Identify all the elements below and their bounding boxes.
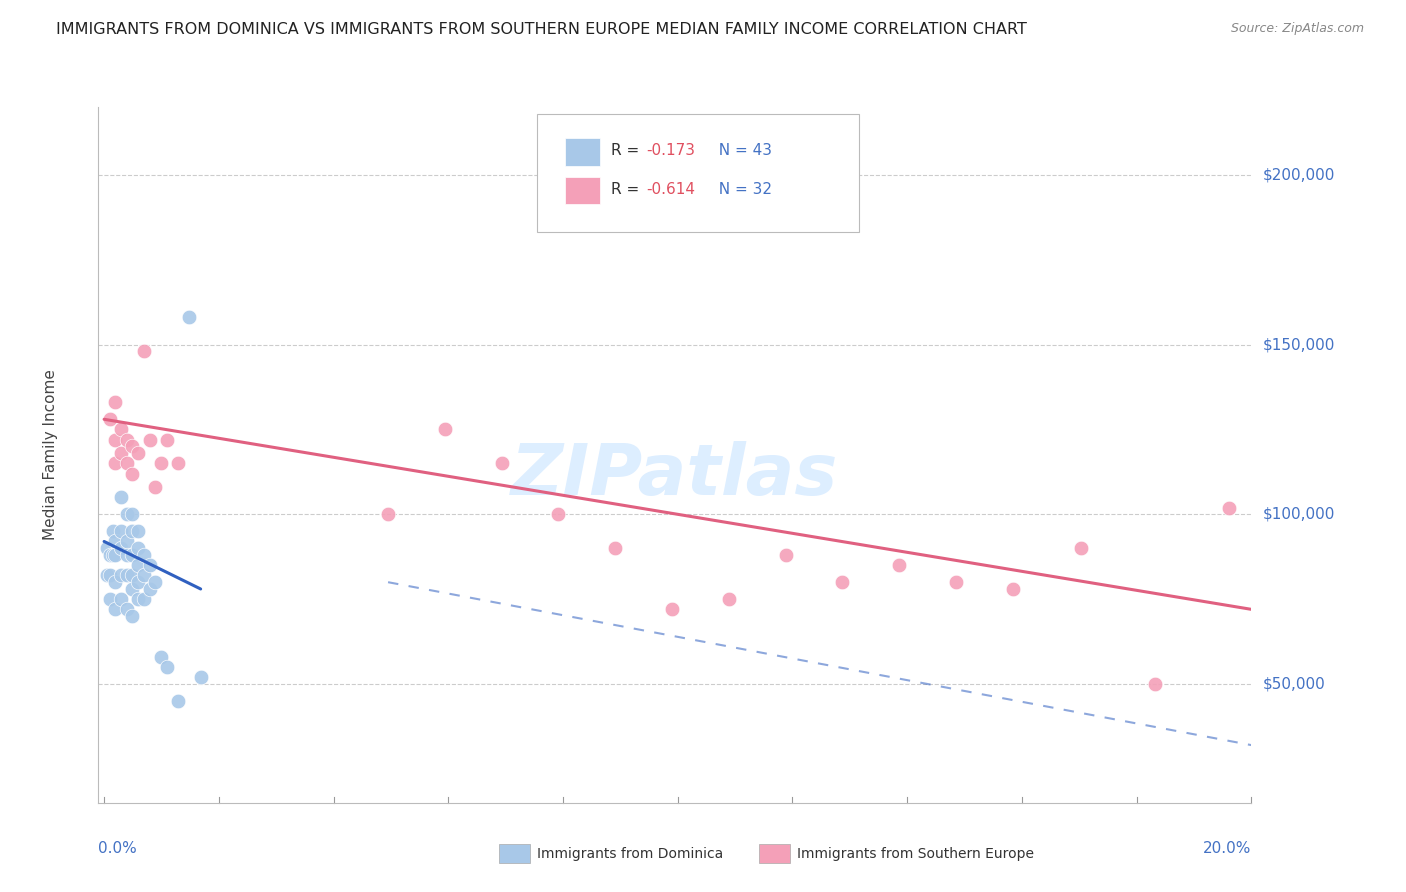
Text: Immigrants from Dominica: Immigrants from Dominica bbox=[537, 847, 723, 861]
FancyBboxPatch shape bbox=[537, 114, 859, 232]
Point bbox=[775, 548, 797, 562]
Point bbox=[110, 541, 132, 556]
Point bbox=[1143, 677, 1166, 691]
FancyBboxPatch shape bbox=[565, 138, 600, 166]
Point bbox=[1001, 582, 1024, 596]
Text: Immigrants from Southern Europe: Immigrants from Southern Europe bbox=[797, 847, 1035, 861]
Point bbox=[138, 582, 160, 596]
Point bbox=[104, 575, 127, 590]
Point bbox=[155, 433, 177, 447]
Point bbox=[98, 568, 121, 582]
Point bbox=[115, 602, 138, 616]
Text: $100,000: $100,000 bbox=[1263, 507, 1334, 522]
Text: $50,000: $50,000 bbox=[1263, 676, 1326, 691]
Point bbox=[149, 649, 172, 664]
Point bbox=[110, 592, 132, 607]
Point bbox=[945, 575, 967, 590]
Point bbox=[167, 457, 190, 471]
Point bbox=[98, 548, 121, 562]
Point bbox=[121, 548, 143, 562]
Point bbox=[491, 457, 513, 471]
Point bbox=[138, 558, 160, 573]
Point bbox=[132, 548, 155, 562]
Text: -0.173: -0.173 bbox=[647, 143, 695, 158]
Point bbox=[115, 433, 138, 447]
Point bbox=[167, 694, 190, 708]
Point bbox=[110, 446, 132, 460]
Point bbox=[831, 575, 853, 590]
Point bbox=[115, 568, 138, 582]
Point bbox=[104, 602, 127, 616]
Point bbox=[132, 592, 155, 607]
Point bbox=[121, 467, 143, 481]
Point bbox=[104, 433, 127, 447]
Point bbox=[132, 568, 155, 582]
Point bbox=[98, 412, 121, 426]
Point bbox=[547, 508, 569, 522]
Point bbox=[127, 592, 149, 607]
Text: $200,000: $200,000 bbox=[1263, 168, 1334, 183]
Point bbox=[121, 568, 143, 582]
Point bbox=[121, 582, 143, 596]
Text: Median Family Income: Median Family Income bbox=[44, 369, 58, 541]
Point bbox=[104, 534, 127, 549]
Point bbox=[127, 446, 149, 460]
Point bbox=[104, 548, 127, 562]
Point bbox=[433, 422, 456, 436]
Point bbox=[190, 670, 212, 684]
Point bbox=[115, 457, 138, 471]
Text: -0.614: -0.614 bbox=[647, 182, 695, 196]
Point bbox=[889, 558, 911, 573]
Text: ZIPatlas: ZIPatlas bbox=[512, 442, 838, 510]
Point bbox=[101, 548, 124, 562]
Point bbox=[605, 541, 627, 556]
Point bbox=[110, 568, 132, 582]
Point bbox=[179, 310, 201, 325]
Point bbox=[143, 480, 166, 494]
Point bbox=[110, 491, 132, 505]
Point bbox=[155, 660, 177, 674]
Point bbox=[132, 344, 155, 359]
Point bbox=[717, 592, 740, 607]
Point bbox=[115, 508, 138, 522]
Point bbox=[121, 508, 143, 522]
Point bbox=[149, 457, 172, 471]
Point bbox=[138, 433, 160, 447]
Point bbox=[98, 592, 121, 607]
Point bbox=[121, 439, 143, 453]
Point bbox=[661, 602, 683, 616]
Point bbox=[121, 524, 143, 539]
Point bbox=[1070, 541, 1092, 556]
Point bbox=[377, 508, 399, 522]
Text: IMMIGRANTS FROM DOMINICA VS IMMIGRANTS FROM SOUTHERN EUROPE MEDIAN FAMILY INCOME: IMMIGRANTS FROM DOMINICA VS IMMIGRANTS F… bbox=[56, 22, 1028, 37]
Text: N = 43: N = 43 bbox=[710, 143, 772, 158]
Text: 0.0%: 0.0% bbox=[98, 841, 138, 856]
Text: R =: R = bbox=[612, 182, 644, 196]
Point bbox=[104, 395, 127, 409]
Point bbox=[115, 534, 138, 549]
Text: Source: ZipAtlas.com: Source: ZipAtlas.com bbox=[1230, 22, 1364, 36]
Text: N = 32: N = 32 bbox=[710, 182, 772, 196]
Point bbox=[115, 548, 138, 562]
Point bbox=[110, 422, 132, 436]
Point bbox=[127, 558, 149, 573]
Point bbox=[110, 524, 132, 539]
Point bbox=[127, 575, 149, 590]
Point bbox=[127, 541, 149, 556]
Point bbox=[96, 568, 118, 582]
Point bbox=[121, 609, 143, 624]
Point bbox=[96, 541, 118, 556]
Point bbox=[143, 575, 166, 590]
Point bbox=[127, 524, 149, 539]
Text: $150,000: $150,000 bbox=[1263, 337, 1334, 352]
Point bbox=[104, 457, 127, 471]
Point bbox=[101, 524, 124, 539]
Text: 20.0%: 20.0% bbox=[1204, 841, 1251, 856]
Point bbox=[1218, 500, 1240, 515]
Text: R =: R = bbox=[612, 143, 644, 158]
FancyBboxPatch shape bbox=[565, 177, 600, 204]
